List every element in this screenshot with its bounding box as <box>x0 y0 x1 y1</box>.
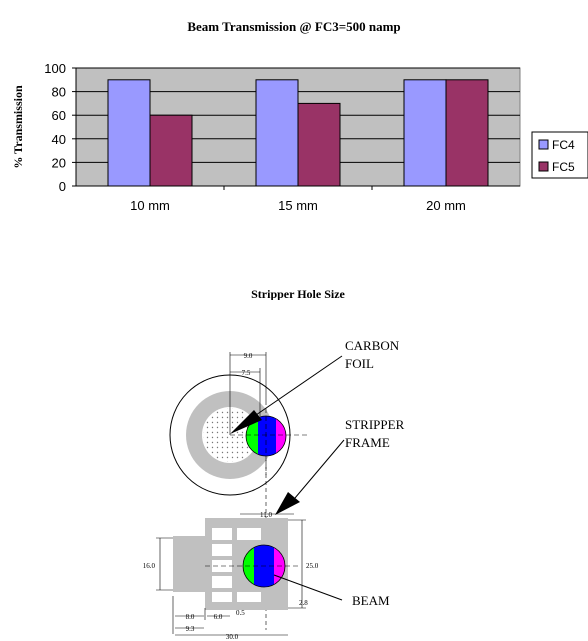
frame-slot <box>212 576 232 588</box>
y-axis-label: % Transmission <box>11 85 25 169</box>
dim-7-5: 7.5 <box>242 369 251 377</box>
frame-mount <box>173 536 207 592</box>
label-beam: BEAM <box>352 593 390 608</box>
dim-11-0: 11.0 <box>260 511 272 519</box>
frame-slot <box>237 592 261 602</box>
bar-fc4-1 <box>255 79 299 187</box>
stripper-frame-leader <box>294 439 345 499</box>
legend-label-fc5: FC5 <box>552 160 575 174</box>
legend-label-fc4: FC4 <box>552 138 575 152</box>
y-tick-label: 20 <box>52 155 66 170</box>
y-axis-ticks: 0 20 40 60 80 100 <box>44 61 76 194</box>
frame-slot <box>212 544 232 556</box>
frame-slot <box>212 528 232 540</box>
legend-swatch-fc4 <box>538 139 549 150</box>
dim-9-0: 9.0 <box>244 352 253 360</box>
stripper-frame-arrow <box>275 492 300 515</box>
label-stripper: STRIPPER <box>345 417 405 432</box>
dim-6-0: 6.0 <box>214 613 223 621</box>
x-tick-label: 15 mm <box>278 198 318 213</box>
bar-chart: Beam Transmission @ FC3=500 namp 0 20 40 60… <box>11 19 588 300</box>
y-tick-label: 0 <box>59 179 66 194</box>
beam-leader <box>273 574 343 601</box>
frame-side-view: 11.0 16.0 25.0 2.8 BEAM 8.0 6.0 0.5 9.3 … <box>143 460 390 641</box>
dim-2-8: 2.8 <box>299 599 308 607</box>
dim-16-0: 16.0 <box>143 562 156 570</box>
dim-8-0: 8.0 <box>186 613 195 621</box>
x-axis-ticks: 10 mm 15 mm 20 mm <box>130 186 466 213</box>
dim-30-0: 30.0 <box>226 633 239 641</box>
stripper-diagram: 9.0 7.5 CARBON FOIL STRIPPER FRAME <box>143 338 405 641</box>
beam-green-segment <box>246 417 258 455</box>
frame-slot <box>237 528 261 540</box>
x-tick-label: 10 mm <box>130 198 170 213</box>
bars <box>107 79 489 187</box>
carbon-foil-arrow <box>230 410 262 434</box>
frame-slot <box>212 592 232 602</box>
label-frame: FRAME <box>345 435 390 450</box>
label-carbon: CARBON <box>345 338 400 353</box>
dim-0-5: 0.5 <box>236 609 245 617</box>
y-tick-label: 80 <box>52 85 66 100</box>
y-tick-label: 100 <box>44 61 66 76</box>
bar-fc5-2 <box>445 79 489 187</box>
legend-swatch-fc5 <box>538 161 549 172</box>
bar-fc4-2 <box>403 79 447 187</box>
dim-25-0: 25.0 <box>306 562 319 570</box>
y-tick-label: 40 <box>52 132 66 147</box>
chart-title: Beam Transmission @ FC3=500 namp <box>187 19 400 34</box>
label-foil: FOIL <box>345 356 374 371</box>
dim-9-3: 9.3 <box>186 625 195 633</box>
carbon-foil-leader <box>255 355 343 416</box>
bar-fc5-1 <box>297 102 341 187</box>
bar-fc4-0 <box>107 79 151 187</box>
legend: FC4 FC5 <box>531 131 588 179</box>
bar-fc5-0 <box>149 114 193 187</box>
y-tick-label: 60 <box>52 108 66 123</box>
foil-holder-view: 9.0 7.5 CARBON FOIL STRIPPER FRAME <box>169 338 405 515</box>
beam-magenta-segment <box>276 418 286 454</box>
x-axis-label: Stripper Hole Size <box>251 287 345 300</box>
x-tick-label: 20 mm <box>426 198 466 213</box>
